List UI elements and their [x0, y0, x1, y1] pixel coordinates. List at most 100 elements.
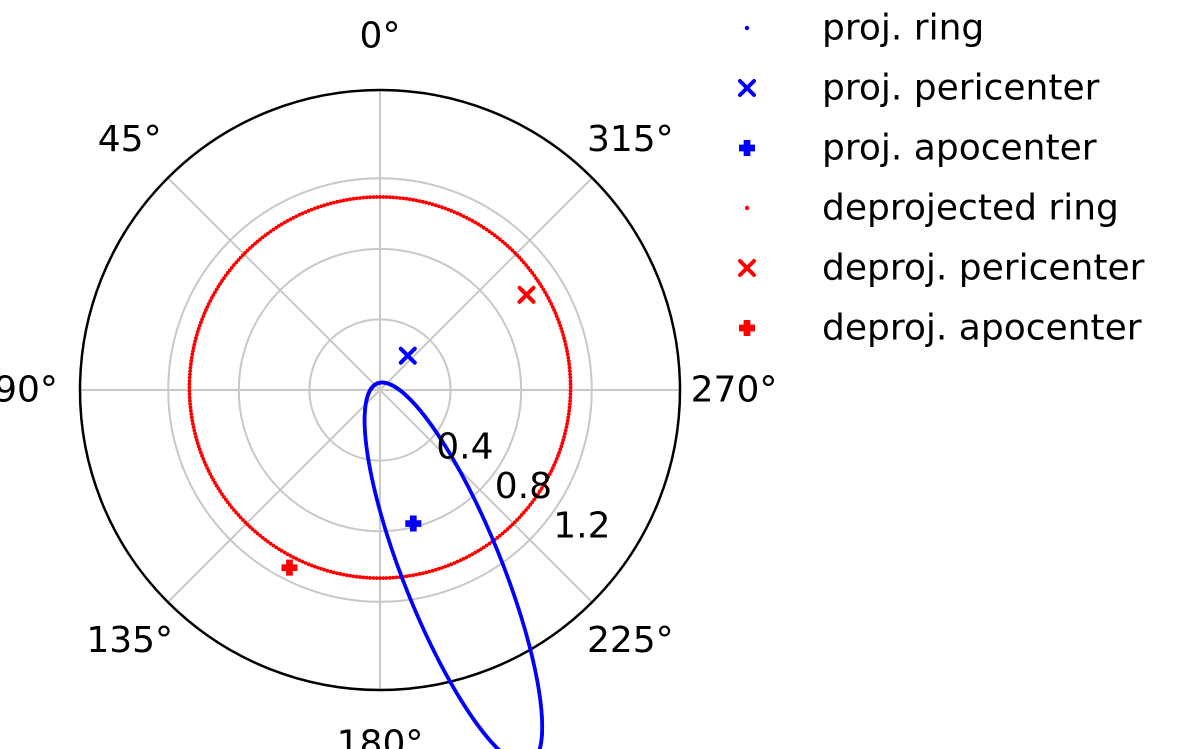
deprojected-ring — [187, 195, 573, 581]
deprojected-ring-point — [223, 497, 228, 502]
deprojected-ring-point — [550, 466, 555, 470]
deprojected-ring-point — [227, 502, 232, 507]
deprojected-ring-point — [354, 196, 359, 201]
deprojected-ring-point — [243, 250, 248, 255]
deprojected-ring-point — [490, 231, 494, 236]
deprojected-ring-point — [194, 336, 198, 341]
legend-entry-proj-ring-label: proj. ring — [822, 8, 984, 49]
deprojected-ring-point — [564, 425, 569, 430]
deprojected-ring-point — [549, 302, 554, 306]
deprojected-ring-point — [271, 543, 276, 548]
deprojected-ring-point — [521, 510, 526, 515]
deprojected-ring-point — [563, 339, 567, 344]
deprojected-ring-point — [528, 502, 533, 507]
deprojected-ring-point — [560, 329, 565, 334]
deprojected-ring-point — [549, 469, 554, 473]
deprojected-ring-point — [498, 237, 502, 242]
deprojected-ring-point — [268, 229, 273, 234]
deprojected-ring-point — [479, 224, 483, 228]
deprojected-ring-point — [300, 211, 305, 216]
deprojected-ring-point — [361, 575, 366, 580]
deprojected-ring-point — [568, 375, 573, 380]
deprojected-ring-point — [206, 302, 211, 306]
deprojected-ring-point — [187, 398, 192, 403]
deprojected-ring-point — [236, 513, 241, 517]
deprojected-ring-point — [243, 520, 248, 525]
deprojected-ring-point — [552, 463, 557, 467]
deprojected-ring-point — [195, 329, 200, 334]
deprojected-ring-point — [567, 408, 572, 413]
deprojected-ring-point — [568, 382, 573, 387]
deprojected-ring-point — [192, 342, 197, 347]
deprojected-ring-point — [335, 571, 340, 576]
deprojected-ring-point — [322, 567, 327, 572]
deprojected-ring-point — [519, 258, 524, 262]
deprojected-ring-point — [455, 211, 460, 216]
deprojected-ring-point — [567, 402, 572, 407]
legend-entry-proj-pericenter: proj. pericenter — [738, 68, 1100, 109]
projected-ring — [362, 380, 545, 749]
deprojected-ring-point — [479, 547, 483, 552]
deprojected-ring-point — [191, 421, 195, 426]
deprojected-ring-point — [188, 402, 193, 407]
deprojected-ring-point — [557, 450, 561, 455]
deprojected-ring-point — [536, 492, 540, 497]
deprojected-ring-point — [404, 574, 409, 579]
deprojected-ring-point — [248, 525, 252, 529]
deprojected-ring-point — [565, 349, 569, 354]
deprojected-ring-point — [209, 296, 214, 300]
deprojected-ring-point — [312, 564, 317, 569]
deprojected-ring-point — [216, 284, 221, 289]
marker-deproj-apocenter — [281, 559, 298, 576]
deprojected-ring-point — [250, 243, 255, 248]
deprojected-ring-point — [263, 233, 268, 238]
deprojected-ring-point — [268, 541, 273, 546]
deprojected-ring-point — [565, 352, 570, 357]
legend-entry-proj-apocenter: proj. apocenter — [739, 128, 1097, 169]
deprojected-ring-point — [563, 342, 568, 347]
polar-frame — [78, 88, 682, 692]
deprojected-ring-point — [331, 570, 336, 575]
grid-spoke-315 — [379, 177, 593, 391]
deprojected-ring-point — [481, 545, 486, 550]
deprojected-ring-point — [539, 486, 544, 491]
legend-entry-proj-pericenter-marker — [738, 79, 756, 97]
legend-entry-proj-pericenter-marker-stroke-b — [738, 79, 756, 97]
deprojected-ring-point — [196, 326, 201, 331]
deprojected-ring-point — [303, 210, 308, 214]
deprojected-ring-point — [532, 273, 537, 278]
deprojected-ring-point — [229, 505, 234, 510]
deprojected-ring-point — [319, 204, 324, 209]
deprojected-ring-point — [566, 359, 571, 363]
deprojected-ring-point — [411, 197, 415, 202]
deprojected-ring-point — [187, 385, 192, 390]
deprojected-ring-point — [487, 541, 492, 546]
deprojected-ring-point — [562, 336, 566, 341]
deprojected-ring-point — [414, 198, 419, 203]
deprojected-ring-point — [291, 215, 296, 220]
deprojected-ring-point — [225, 270, 230, 275]
deprojected-ring-point — [563, 431, 567, 436]
deprojected-ring-point — [568, 385, 573, 390]
deprojected-ring-point — [288, 553, 293, 558]
deprojected-ring-point — [517, 515, 522, 520]
legend-entry-proj-ring: proj. ring — [744, 8, 984, 49]
deprojected-ring-point — [220, 492, 224, 497]
deprojected-ring-point — [526, 505, 531, 510]
deprojected-ring-point — [232, 508, 236, 512]
marker-proj-pericenter-stroke-b — [398, 346, 417, 365]
deprojected-ring-point — [197, 323, 202, 328]
deprojected-ring-point — [404, 196, 409, 201]
deprojected-ring-point — [530, 270, 535, 275]
deprojected-ring-point — [371, 576, 376, 580]
deprojected-ring-point — [190, 418, 195, 423]
deprojected-ring-point — [248, 246, 252, 251]
deprojected-ring-point — [234, 260, 239, 265]
deprojected-ring-point — [464, 555, 469, 560]
deprojected-ring-point — [250, 527, 255, 532]
deprojected-ring-point — [567, 362, 572, 367]
deprojected-ring-point — [560, 441, 565, 446]
deprojected-ring-point — [279, 222, 284, 227]
deprojected-ring-point — [209, 475, 214, 479]
deprojected-ring-point — [559, 444, 564, 449]
